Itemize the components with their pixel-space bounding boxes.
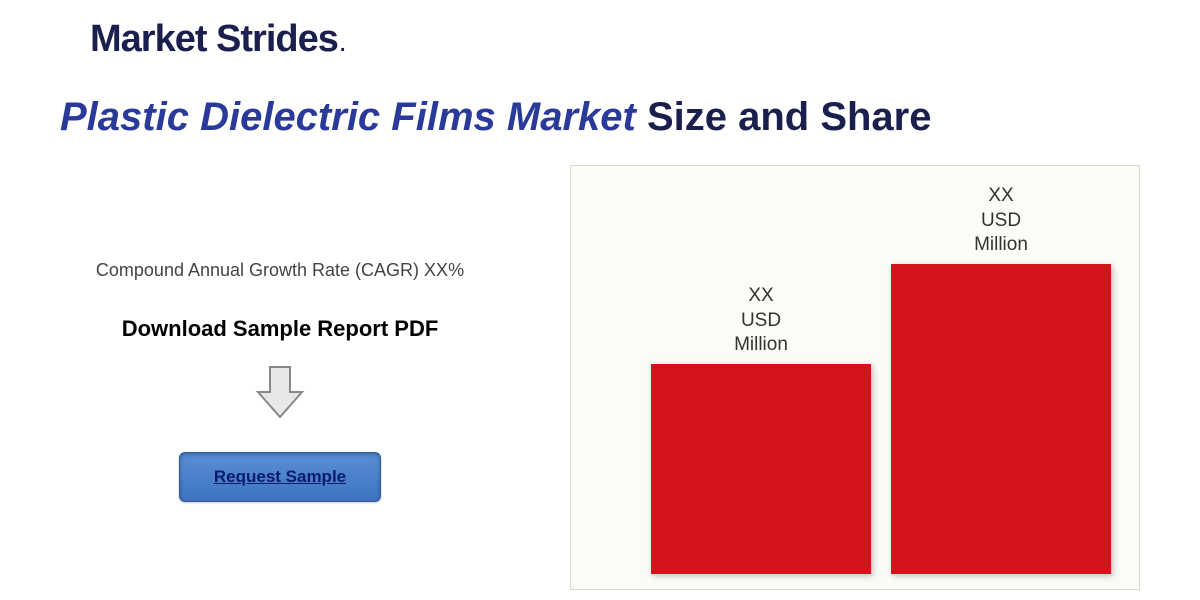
- logo-dot: .: [340, 34, 345, 56]
- download-label: Download Sample Report PDF: [70, 316, 490, 342]
- bar-chart: XX USD Million XX USD Million: [570, 165, 1140, 590]
- arrow-shape: [258, 367, 302, 417]
- bar-1-label-l1: XX: [988, 185, 1013, 206]
- bar-1: XX USD Million: [891, 184, 1111, 574]
- bar-0-label-l3: Million: [734, 334, 788, 355]
- info-panel: Compound Annual Growth Rate (CAGR) XX% D…: [70, 260, 490, 502]
- bar-1-label: XX USD Million: [891, 184, 1111, 258]
- title-italic: Plastic Dielectric Films Market: [60, 95, 636, 139]
- down-arrow-icon: [250, 362, 310, 427]
- bar-1-label-l2: USD: [981, 210, 1021, 231]
- chart-plot-area: XX USD Million XX USD Million: [611, 166, 1099, 574]
- bar-0: XX USD Million: [651, 284, 871, 574]
- request-sample-button[interactable]: Request Sample: [179, 452, 381, 502]
- bar-1-rect: [891, 264, 1111, 574]
- bar-0-label: XX USD Million: [651, 284, 871, 358]
- cagr-text: Compound Annual Growth Rate (CAGR) XX%: [70, 260, 490, 281]
- title-plain: Size and Share: [636, 95, 932, 139]
- brand-logo: Market Strides.: [90, 18, 344, 61]
- page-title: Plastic Dielectric Films Market Size and…: [60, 95, 932, 140]
- logo-text: Market Strides: [90, 18, 338, 60]
- bar-0-label-l1: XX: [748, 285, 773, 306]
- bar-0-rect: [651, 364, 871, 574]
- bar-0-label-l2: USD: [741, 310, 781, 331]
- bar-1-label-l3: Million: [974, 234, 1028, 255]
